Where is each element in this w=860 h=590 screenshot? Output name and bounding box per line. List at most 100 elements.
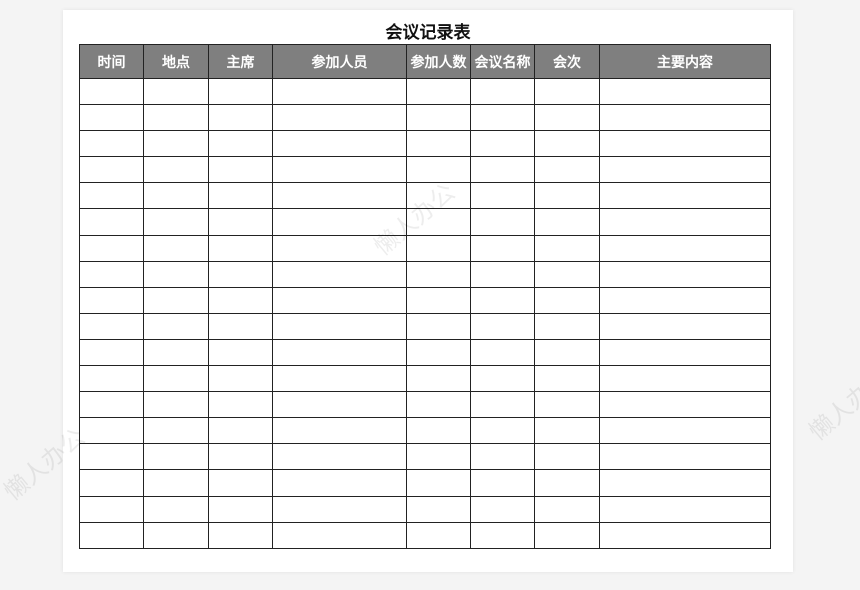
table-cell[interactable] [143,365,209,393]
table-cell[interactable] [79,77,144,106]
table-cell[interactable] [79,391,144,419]
table-cell[interactable] [534,312,600,340]
table-cell[interactable] [272,286,407,314]
table-cell[interactable] [470,495,535,523]
table-cell[interactable] [143,391,209,419]
table-cell[interactable] [534,286,600,314]
table-cell[interactable] [534,156,600,184]
table-cell[interactable] [208,365,273,393]
table-cell[interactable] [143,495,209,523]
table-cell[interactable] [272,77,407,106]
table-cell[interactable] [470,521,535,549]
table-cell[interactable] [406,469,471,497]
table-cell[interactable] [79,365,144,393]
table-cell[interactable] [272,182,407,210]
table-cell[interactable] [406,104,471,132]
table-cell[interactable] [406,312,471,340]
table-cell[interactable] [272,234,407,262]
table-cell[interactable] [208,443,273,471]
table-cell[interactable] [470,338,535,367]
table-cell[interactable] [272,469,407,497]
table-cell[interactable] [470,182,535,210]
table-cell[interactable] [534,469,600,497]
table-cell[interactable] [599,391,771,419]
table-cell[interactable] [470,260,535,288]
table-cell[interactable] [272,156,407,184]
table-cell[interactable] [79,130,144,158]
table-cell[interactable] [272,208,407,236]
table-cell[interactable] [208,156,273,184]
table-cell[interactable] [534,365,600,393]
table-cell[interactable] [599,182,771,210]
table-cell[interactable] [208,521,273,549]
table-cell[interactable] [406,208,471,236]
table-cell[interactable] [143,286,209,314]
table-cell[interactable] [470,417,535,445]
table-cell[interactable] [208,417,273,445]
table-cell[interactable] [534,260,600,288]
table-cell[interactable] [272,391,407,419]
table-cell[interactable] [272,338,407,367]
table-cell[interactable] [208,182,273,210]
table-cell[interactable] [143,234,209,262]
table-cell[interactable] [208,312,273,340]
table-cell[interactable] [470,391,535,419]
table-cell[interactable] [534,391,600,419]
table-cell[interactable] [599,208,771,236]
table-cell[interactable] [143,469,209,497]
table-cell[interactable] [79,234,144,262]
table-cell[interactable] [470,208,535,236]
table-cell[interactable] [599,104,771,132]
table-cell[interactable] [272,130,407,158]
table-cell[interactable] [79,182,144,210]
table-cell[interactable] [406,286,471,314]
table-cell[interactable] [272,521,407,549]
table-cell[interactable] [470,234,535,262]
table-cell[interactable] [470,469,535,497]
table-cell[interactable] [406,156,471,184]
table-cell[interactable] [208,391,273,419]
table-cell[interactable] [599,234,771,262]
table-cell[interactable] [534,521,600,549]
table-cell[interactable] [599,260,771,288]
table-cell[interactable] [272,495,407,523]
table-cell[interactable] [470,77,535,106]
table-cell[interactable] [599,130,771,158]
table-cell[interactable] [406,495,471,523]
table-cell[interactable] [599,417,771,445]
table-cell[interactable] [599,443,771,471]
table-cell[interactable] [599,77,771,106]
table-cell[interactable] [208,260,273,288]
table-cell[interactable] [599,521,771,549]
table-cell[interactable] [470,130,535,158]
table-cell[interactable] [208,469,273,497]
table-cell[interactable] [406,260,471,288]
table-cell[interactable] [208,338,273,367]
table-cell[interactable] [79,495,144,523]
table-cell[interactable] [143,104,209,132]
table-cell[interactable] [272,104,407,132]
table-cell[interactable] [470,365,535,393]
table-cell[interactable] [406,365,471,393]
table-cell[interactable] [143,312,209,340]
table-cell[interactable] [143,182,209,210]
table-cell[interactable] [272,443,407,471]
table-cell[interactable] [79,338,144,367]
table-cell[interactable] [79,208,144,236]
table-cell[interactable] [599,286,771,314]
table-cell[interactable] [143,156,209,184]
table-cell[interactable] [79,417,144,445]
table-cell[interactable] [406,521,471,549]
table-cell[interactable] [208,495,273,523]
table-cell[interactable] [143,338,209,367]
table-cell[interactable] [406,443,471,471]
table-cell[interactable] [79,443,144,471]
table-cell[interactable] [208,234,273,262]
table-cell[interactable] [534,338,600,367]
table-cell[interactable] [143,208,209,236]
table-cell[interactable] [406,391,471,419]
table-cell[interactable] [143,77,209,106]
table-cell[interactable] [406,234,471,262]
table-cell[interactable] [534,495,600,523]
table-cell[interactable] [599,469,771,497]
